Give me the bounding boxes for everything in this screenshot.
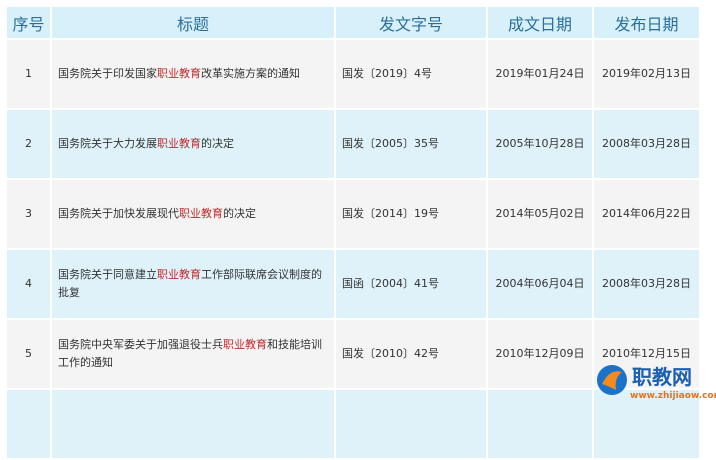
title-text[interactable]: 国务院关于印发国家 [58, 67, 157, 80]
row-written-date: 2010年12月09日 [488, 320, 592, 388]
row-written-date: 2019年01月24日 [488, 40, 592, 108]
title-text[interactable]: 和技能培训工作的通知 [58, 338, 322, 369]
row-cell [52, 390, 334, 458]
row-doc-no: 国发〔2019〕4号 [336, 40, 486, 108]
title-highlight[interactable]: 职业教育 [157, 67, 201, 80]
title-highlight[interactable]: 职业教育 [179, 207, 223, 220]
header-publish-date: 发布日期 [594, 7, 699, 38]
header-written-date: 成文日期 [488, 7, 592, 38]
title-text[interactable]: 国务院中央军委关于加强退役士兵 [58, 338, 223, 351]
row-doc-no: 国发〔2014〕19号 [336, 180, 486, 248]
table-row: 5 国务院中央军委关于加强退役士兵职业教育和技能培训工作的通知 国发〔2010〕42… [7, 320, 699, 388]
row-title[interactable]: 国务院中央军委关于加强退役士兵职业教育和技能培训工作的通知 [52, 320, 334, 388]
row-no: 4 [7, 250, 50, 318]
table-row: 1 国务院关于印发国家职业教育改革实施方案的通知 国发〔2019〕4号 2019年01… [7, 40, 699, 108]
row-no: 2 [7, 110, 50, 178]
documents-table: 序号 标题 发文字号 成文日期 发布日期 1 国务院关于印发国家职业教育改革实施方… [5, 5, 701, 460]
header-no: 序号 [7, 7, 50, 38]
row-title[interactable]: 国务院关于大力发展职业教育的决定 [52, 110, 334, 178]
row-title[interactable]: 国务院关于印发国家职业教育改革实施方案的通知 [52, 40, 334, 108]
table-row: 3 国务院关于加快发展现代职业教育的决定 国发〔2014〕19号 2014年05月02… [7, 180, 699, 248]
row-publish-date: 2019年02月13日 [594, 40, 699, 108]
row-no: 5 [7, 320, 50, 388]
svg-text:www.zhijiaow.com: www.zhijiaow.com [630, 391, 716, 401]
title-text[interactable]: 国务院关于大力发展 [58, 137, 157, 150]
table-row: 4 国务院关于同意建立职业教育工作部际联席会议制度的批复 国函〔2004〕41号 20… [7, 250, 699, 318]
row-cell [488, 390, 592, 458]
row-title[interactable]: 国务院关于同意建立职业教育工作部际联席会议制度的批复 [52, 250, 334, 318]
svg-text:职教网: 职教网 [632, 365, 692, 389]
row-title[interactable]: 国务院关于加快发展现代职业教育的决定 [52, 180, 334, 248]
title-text[interactable]: 的决定 [223, 207, 256, 220]
title-text[interactable]: 工作部际联席会议制度的批复 [58, 268, 322, 299]
row-publish-date: 2008年03月28日 [594, 110, 699, 178]
row-written-date: 2005年10月28日 [488, 110, 592, 178]
row-cell [336, 390, 486, 458]
header-title: 标题 [52, 7, 334, 38]
title-text[interactable]: 改革实施方案的通知 [201, 67, 300, 80]
title-text[interactable]: 国务院关于同意建立 [58, 268, 157, 281]
row-cell [7, 390, 50, 458]
header-row: 序号 标题 发文字号 成文日期 发布日期 [7, 7, 699, 38]
row-no: 3 [7, 180, 50, 248]
row-publish-date: 2014年06月22日 [594, 180, 699, 248]
title-text[interactable]: 的决定 [201, 137, 234, 150]
row-written-date: 2004年06月04日 [488, 250, 592, 318]
title-highlight[interactable]: 职业教育 [157, 137, 201, 150]
row-no: 1 [7, 40, 50, 108]
table-row: 2 国务院关于大力发展职业教育的决定 国发〔2005〕35号 2005年10月28日 2… [7, 110, 699, 178]
row-doc-no: 国函〔2004〕41号 [336, 250, 486, 318]
row-publish-date: 2008年03月28日 [594, 250, 699, 318]
row-doc-no: 国发〔2005〕35号 [336, 110, 486, 178]
title-highlight[interactable]: 职业教育 [223, 338, 267, 351]
title-highlight[interactable]: 职业教育 [157, 268, 201, 281]
row-written-date: 2014年05月02日 [488, 180, 592, 248]
header-doc-no: 发文字号 [336, 7, 486, 38]
watermark-logo: 职教网 www.zhijiaow.com [597, 365, 716, 401]
title-text[interactable]: 国务院关于加快发展现代 [58, 207, 179, 220]
row-doc-no: 国发〔2010〕42号 [336, 320, 486, 388]
